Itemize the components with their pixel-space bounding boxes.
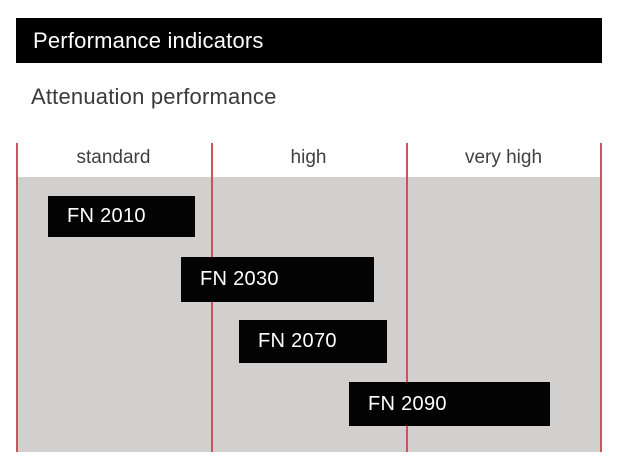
bar-label: FN 2070 (258, 330, 337, 352)
section-title: Attenuation performance (31, 84, 277, 109)
column-header-standard: standard (76, 147, 151, 168)
page-title: Performance indicators (33, 27, 264, 53)
column-header-high: high (290, 147, 327, 168)
bar-label: FN 2030 (200, 268, 279, 290)
range-bar-fn2070: FN 2070 (239, 320, 387, 363)
column-headers: standard high very high (16, 140, 602, 177)
range-bar-fn2030: FN 2030 (181, 257, 374, 302)
bar-label: FN 2090 (368, 392, 447, 415)
attenuation-chart: standard high very high FN 2010 FN 2030 … (16, 140, 602, 452)
bar-label: FN 2010 (67, 205, 146, 227)
range-bar-fn2010: FN 2010 (48, 196, 195, 237)
column-header-very-high: very high (464, 147, 543, 168)
title-bar: Performance indicators (16, 18, 602, 63)
range-bar-fn2090: FN 2090 (349, 382, 550, 426)
divider-line-3 (600, 143, 602, 452)
divider-line-2 (406, 143, 408, 452)
divider-line-0 (16, 143, 18, 452)
bars-layer: FN 2010 FN 2030 FN 2070 FN 2090 (16, 140, 602, 452)
